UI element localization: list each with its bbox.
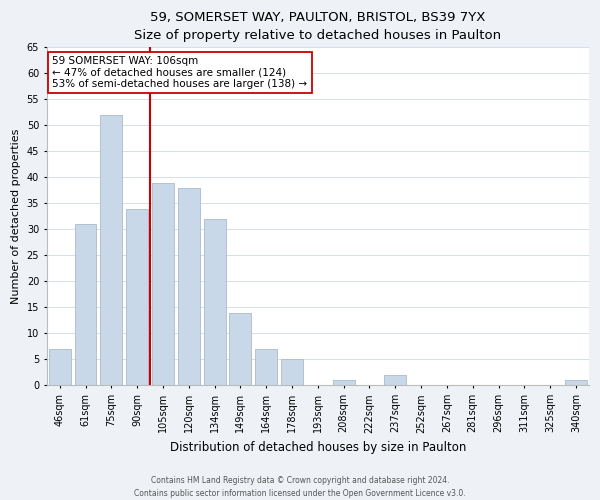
Y-axis label: Number of detached properties: Number of detached properties [11, 128, 21, 304]
Bar [281, 360, 303, 386]
Bar [178, 188, 200, 386]
Bar [203, 219, 226, 386]
Bar [100, 115, 122, 386]
Bar [385, 375, 406, 386]
Bar [229, 312, 251, 386]
Bar [332, 380, 355, 386]
Title: 59, SOMERSET WAY, PAULTON, BRISTOL, BS39 7YX
Size of property relative to detach: 59, SOMERSET WAY, PAULTON, BRISTOL, BS39… [134, 11, 502, 42]
Bar [152, 182, 174, 386]
Bar [74, 224, 97, 386]
Text: 59 SOMERSET WAY: 106sqm
← 47% of detached houses are smaller (124)
53% of semi-d: 59 SOMERSET WAY: 106sqm ← 47% of detache… [52, 56, 307, 89]
Bar [255, 349, 277, 386]
Bar [565, 380, 587, 386]
Bar [126, 208, 148, 386]
X-axis label: Distribution of detached houses by size in Paulton: Distribution of detached houses by size … [170, 441, 466, 454]
Bar [49, 349, 71, 386]
Text: Contains HM Land Registry data © Crown copyright and database right 2024.
Contai: Contains HM Land Registry data © Crown c… [134, 476, 466, 498]
